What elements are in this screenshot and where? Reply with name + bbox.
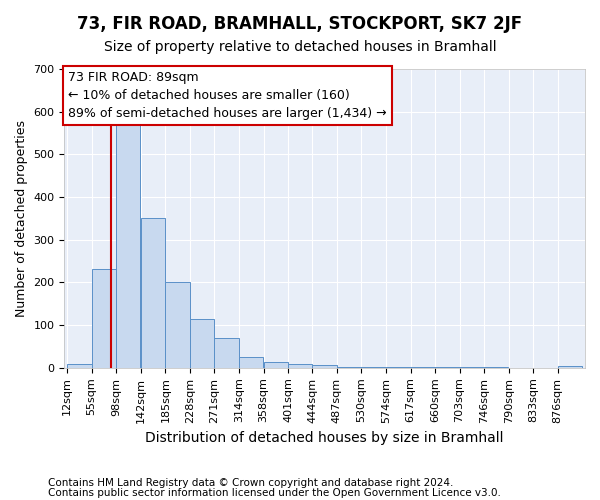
Text: Contains HM Land Registry data © Crown copyright and database right 2024.: Contains HM Land Registry data © Crown c…: [48, 478, 454, 488]
Bar: [116, 121, 140, 368]
Bar: [190, 318, 214, 368]
Bar: [92, 269, 116, 368]
Bar: [558, 366, 582, 368]
Bar: [166, 282, 190, 368]
Bar: [67, 364, 92, 368]
Bar: [313, 366, 337, 368]
Text: Contains public sector information licensed under the Open Government Licence v3: Contains public sector information licen…: [48, 488, 501, 498]
Bar: [141, 218, 166, 368]
Text: Size of property relative to detached houses in Bramhall: Size of property relative to detached ho…: [104, 40, 496, 54]
Bar: [337, 366, 361, 368]
Bar: [288, 364, 313, 368]
Bar: [263, 362, 288, 368]
X-axis label: Distribution of detached houses by size in Bramhall: Distribution of detached houses by size …: [145, 431, 504, 445]
Text: 73, FIR ROAD, BRAMHALL, STOCKPORT, SK7 2JF: 73, FIR ROAD, BRAMHALL, STOCKPORT, SK7 2…: [77, 15, 523, 33]
Bar: [361, 367, 386, 368]
Text: 73 FIR ROAD: 89sqm
← 10% of detached houses are smaller (160)
89% of semi-detach: 73 FIR ROAD: 89sqm ← 10% of detached hou…: [68, 71, 387, 120]
Y-axis label: Number of detached properties: Number of detached properties: [15, 120, 28, 317]
Bar: [239, 357, 263, 368]
Bar: [214, 338, 239, 368]
